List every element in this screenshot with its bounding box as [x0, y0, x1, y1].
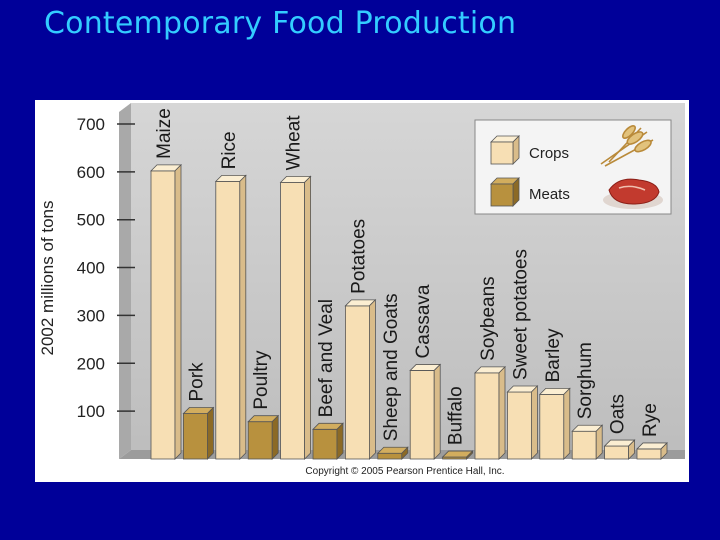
- bar-side: [595, 424, 603, 460]
- bar-side: [206, 406, 214, 460]
- y-tick-label: 600: [77, 163, 105, 182]
- bar-front: [636, 448, 662, 460]
- steak-illustration: [603, 178, 663, 209]
- bar: Oats: [603, 394, 636, 460]
- bar: Pork: [182, 362, 215, 460]
- bar-side: [530, 385, 538, 460]
- bar: Sweet potatoes: [506, 249, 539, 460]
- category-label: Sweet potatoes: [510, 249, 531, 380]
- bar-front: [182, 413, 208, 460]
- y-tick-label: 500: [77, 211, 105, 230]
- y-axis-label: 2002 millions of tons: [38, 201, 57, 356]
- bar-front: [571, 430, 597, 460]
- bar: Maize: [150, 108, 182, 460]
- legend-meats-swatch: [490, 183, 514, 207]
- y-tick-label: 400: [77, 259, 105, 278]
- y-tick-label: 300: [77, 306, 105, 325]
- legend-crops-swatch: [490, 141, 514, 165]
- bar-front: [280, 181, 306, 460]
- category-label: Oats: [608, 394, 629, 434]
- category-label: Sheep and Goats: [381, 293, 402, 441]
- y-tick-label: 200: [77, 354, 105, 373]
- category-label: Pork: [186, 362, 207, 402]
- slide-title: Contemporary Food Production: [44, 6, 517, 41]
- y-tick-label: 100: [77, 402, 105, 421]
- category-label: Maize: [154, 108, 175, 159]
- bar-side: [239, 174, 247, 460]
- bar: Buffalo: [441, 386, 474, 460]
- bar-side: [498, 365, 506, 460]
- bar-side: [174, 163, 182, 460]
- bar-front: [604, 445, 629, 460]
- bar-side: [401, 446, 409, 460]
- bar: Rice: [214, 131, 247, 460]
- bar-front: [474, 372, 500, 460]
- bar-front: [247, 421, 273, 460]
- bar: Soybeans: [474, 276, 506, 460]
- bar: Barley: [538, 328, 571, 460]
- category-label: Poultry: [251, 350, 272, 410]
- category-label: Cassava: [413, 284, 434, 358]
- bar: Wheat: [279, 115, 312, 460]
- bar-front: [312, 428, 338, 460]
- bar: Poultry: [247, 350, 280, 460]
- bar-front: [377, 452, 403, 460]
- plot-left-wall: [119, 103, 131, 459]
- category-label: Buffalo: [446, 386, 467, 445]
- y-tick-label: 700: [77, 115, 105, 134]
- bar: Rye: [636, 403, 668, 460]
- bar-front: [150, 170, 176, 460]
- category-label: Potatoes: [348, 219, 369, 294]
- legend: Crops Meats: [474, 119, 672, 215]
- bar-side: [628, 439, 635, 460]
- category-label: Soybeans: [478, 276, 499, 361]
- category-label: Wheat: [284, 115, 305, 171]
- bar-front: [506, 391, 532, 460]
- bar-front: [409, 370, 435, 460]
- category-label: Barley: [543, 328, 564, 382]
- bar-side: [660, 441, 668, 460]
- bar-front: [539, 393, 565, 460]
- bar-front: [344, 305, 370, 460]
- bar-chart: 100 200 300 400 500 600 700 Maize Pork Rice Poult…: [38, 103, 685, 477]
- copyright-text: Copyright © 2005 Pearson Prentice Hall, …: [305, 466, 504, 477]
- chart-figure: 100 200 300 400 500 600 700 Maize Pork Rice Poult…: [35, 100, 689, 482]
- category-label: Sorghum: [575, 342, 596, 419]
- legend-meats-label: Meats: [529, 186, 570, 203]
- bar-side: [336, 422, 344, 460]
- bar-side: [563, 387, 571, 460]
- category-label: Rice: [219, 131, 240, 169]
- legend-crops-label: Crops: [529, 145, 569, 162]
- bar-side: [466, 450, 474, 460]
- wheat-illustration: [600, 125, 654, 167]
- bar: Potatoes: [344, 219, 377, 460]
- bar: Sheep and Goats: [376, 293, 409, 460]
- bar-side: [304, 175, 312, 460]
- bar-side: [271, 414, 279, 460]
- category-label: Rye: [640, 403, 661, 437]
- bar-side: [368, 298, 376, 460]
- bar: Sorghum: [571, 342, 604, 460]
- bar: Beef and Veal: [312, 299, 344, 460]
- bar-front: [215, 181, 241, 460]
- bar-side: [433, 363, 441, 460]
- bar: Cassava: [409, 284, 442, 460]
- category-label: Beef and Veal: [316, 299, 337, 417]
